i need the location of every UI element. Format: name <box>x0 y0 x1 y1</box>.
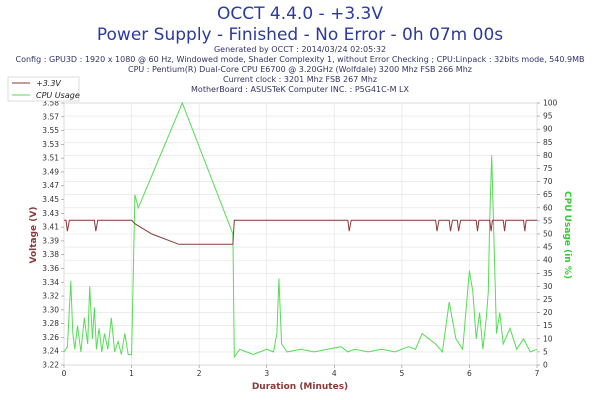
x-tick-label: 6 <box>467 369 472 378</box>
x-tick-label: 0 <box>62 369 67 378</box>
info-cpu: CPU : Pentium(R) Dual-Core CPU E6700 @ 3… <box>128 65 472 74</box>
y-left-tick-label: 3.47 <box>42 181 59 190</box>
y-right-tick-label: 55 <box>543 216 553 225</box>
y-right-tick-label: 15 <box>543 321 553 330</box>
y-left-tick-label: 3.28 <box>42 319 59 328</box>
info-generated: Generated by OCCT : 2014/03/24 02:05:32 <box>214 45 386 54</box>
y-left-tick-label: 3.32 <box>42 292 59 301</box>
y-left-tick-label: 3.53 <box>42 140 59 149</box>
chart-title: OCCT 4.4.0 - +3.3V <box>217 4 383 24</box>
legend: +3.3V CPU Usage <box>7 76 80 102</box>
x-tick-label: 3 <box>264 369 269 378</box>
y-left-tick-label: 3.41 <box>42 223 59 232</box>
axis-ticks: 0510152025303540455055606570758085909510… <box>42 99 557 379</box>
y-right-tick-label: 95 <box>543 112 553 121</box>
y-right-tick-label: 80 <box>543 151 553 160</box>
y-left-tick-label: 3.24 <box>42 347 59 356</box>
y-left-tick-label: 3.55 <box>42 126 59 135</box>
series-line-voltage <box>64 219 537 245</box>
y-axis-right-label: CPU Usage (in %) <box>562 191 572 279</box>
y-right-tick-label: 50 <box>543 230 553 239</box>
y-left-tick-label: 3.22 <box>42 361 59 370</box>
y-left-tick-label: 3.36 <box>42 264 59 273</box>
y-right-tick-label: 85 <box>543 138 553 147</box>
legend-box <box>7 76 80 102</box>
y-right-tick-label: 75 <box>543 164 553 173</box>
grid-lines <box>63 102 538 366</box>
y-right-tick-label: 25 <box>543 295 553 304</box>
legend-label-voltage: +3.3V <box>36 79 61 88</box>
y-right-tick-label: 60 <box>543 203 553 212</box>
x-axis-label: Duration (Minutes) <box>252 382 348 392</box>
y-left-tick-label: 3.38 <box>42 250 59 259</box>
chart-subtitle: Power Supply - Finished - No Error - 0h … <box>97 25 503 45</box>
y-left-tick-label: 3.39 <box>42 236 59 245</box>
x-tick-label: 2 <box>197 369 202 378</box>
y-axis-left-label: Voltage (V) <box>29 207 39 264</box>
y-right-tick-label: 20 <box>543 308 553 317</box>
y-left-tick-label: 3.30 <box>42 305 59 314</box>
x-tick-label: 1 <box>129 369 134 378</box>
y-right-tick-label: 90 <box>543 125 553 134</box>
y-right-tick-label: 100 <box>543 99 558 108</box>
y-left-tick-label: 3.34 <box>42 278 59 287</box>
y-right-tick-label: 30 <box>543 282 553 291</box>
info-config: Config : GPU3D : 1920 x 1080 @ 60 Hz, Wi… <box>16 55 585 64</box>
series-lines <box>63 101 538 359</box>
y-left-tick-label: 3.57 <box>42 112 59 121</box>
y-left-tick-label: 3.43 <box>42 209 59 218</box>
y-left-tick-label: 3.26 <box>42 333 59 342</box>
y-left-tick-label: 3.45 <box>42 195 59 204</box>
y-right-tick-label: 10 <box>543 334 553 343</box>
y-left-tick-label: 3.51 <box>42 154 59 163</box>
y-right-tick-label: 0 <box>543 361 548 370</box>
y-right-tick-label: 45 <box>543 243 553 252</box>
x-tick-label: 4 <box>332 369 337 378</box>
info-motherboard: MotherBoard : ASUSTeK Computer INC. : P5… <box>191 85 409 94</box>
y-left-tick-label: 3.58 <box>42 99 59 108</box>
info-clock: Current clock : 3201 Mhz FSB 267 Mhz <box>223 75 377 84</box>
legend-label-cpu: CPU Usage <box>36 91 80 100</box>
y-left-tick-label: 3.49 <box>42 167 59 176</box>
y-right-tick-label: 70 <box>543 177 553 186</box>
y-right-tick-label: 40 <box>543 256 553 265</box>
x-tick-label: 5 <box>399 369 404 378</box>
y-right-tick-label: 35 <box>543 269 553 278</box>
x-tick-label: 7 <box>535 369 540 378</box>
y-right-tick-label: 5 <box>543 347 548 356</box>
y-right-tick-label: 65 <box>543 190 553 199</box>
series-line-cpu-usage <box>63 101 538 359</box>
